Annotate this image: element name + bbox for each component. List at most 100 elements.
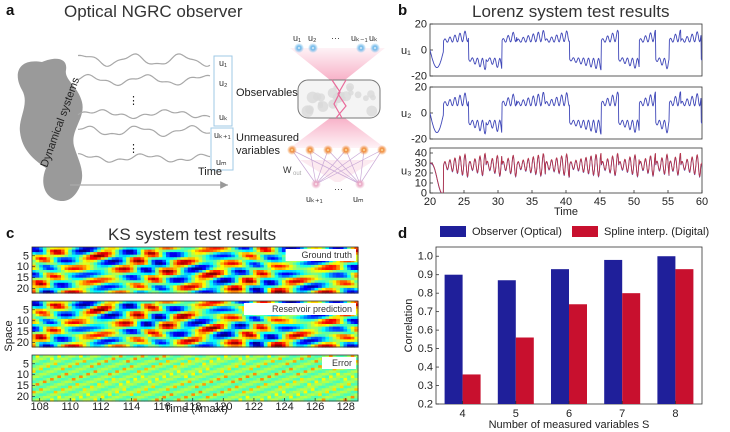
ks-cell bbox=[140, 290, 145, 294]
ks-cell bbox=[202, 331, 207, 335]
ks-cell bbox=[111, 301, 116, 305]
ks-cell bbox=[195, 398, 200, 402]
ks-cell bbox=[220, 267, 225, 271]
ks-cell bbox=[97, 355, 102, 359]
ks-cell bbox=[144, 313, 149, 317]
ks-cell bbox=[187, 383, 192, 387]
ks-cell bbox=[234, 331, 240, 335]
ks-cell bbox=[278, 316, 283, 320]
ks-cell bbox=[166, 275, 171, 279]
ks-cell bbox=[314, 388, 319, 392]
ks-cell bbox=[147, 378, 153, 382]
ks-cell bbox=[126, 318, 131, 323]
ks-cell bbox=[86, 282, 91, 286]
ks-cell bbox=[97, 262, 102, 266]
ks-cell bbox=[79, 378, 84, 382]
ks-cell bbox=[108, 290, 113, 294]
ks-cell bbox=[169, 264, 174, 269]
ks-cell bbox=[347, 262, 352, 266]
ks-cell bbox=[82, 395, 87, 400]
ks-cell bbox=[242, 390, 247, 394]
ks-cell bbox=[35, 367, 40, 371]
ks-cell bbox=[191, 249, 196, 253]
ks-cell bbox=[292, 277, 298, 281]
ks-cell bbox=[158, 390, 163, 394]
ks-cell bbox=[303, 360, 308, 364]
ks-cell bbox=[347, 264, 352, 269]
ks-cell bbox=[35, 277, 40, 281]
ks-cell bbox=[347, 259, 352, 263]
ks-cell bbox=[350, 336, 355, 340]
ks-cell bbox=[278, 326, 283, 330]
ks-cell bbox=[79, 326, 84, 330]
ks-cell bbox=[281, 275, 287, 279]
ks-cell bbox=[42, 270, 48, 274]
ks-cell bbox=[122, 321, 127, 325]
ks-cell bbox=[307, 324, 312, 328]
ks-cell bbox=[263, 267, 269, 271]
ks-cell bbox=[147, 318, 153, 323]
ks-cell bbox=[318, 383, 323, 387]
ks-cell bbox=[274, 388, 279, 392]
ks-cell bbox=[238, 321, 243, 325]
ks-cell bbox=[133, 264, 138, 269]
ks-cell bbox=[354, 277, 359, 281]
lorenz-series-u1 bbox=[430, 29, 702, 71]
ks-cell bbox=[289, 370, 294, 374]
ks-cell bbox=[227, 252, 232, 256]
ks-cell bbox=[285, 321, 290, 325]
ks-cell bbox=[97, 290, 102, 294]
ks-cell bbox=[245, 365, 250, 369]
ks-cell bbox=[151, 395, 156, 400]
ks-cell bbox=[104, 311, 109, 315]
ks-cell bbox=[133, 331, 138, 335]
ks-cell bbox=[93, 372, 98, 377]
ks-cell bbox=[50, 301, 55, 305]
ks-cell bbox=[173, 275, 178, 279]
ks-cell bbox=[137, 287, 142, 292]
ks-cell bbox=[245, 398, 250, 402]
ks-cell bbox=[310, 360, 316, 364]
ks-cell bbox=[126, 367, 131, 371]
ks-cell bbox=[242, 395, 247, 400]
ks-cell bbox=[354, 252, 359, 256]
ks-cell bbox=[93, 308, 98, 312]
ks-cell bbox=[147, 259, 153, 263]
ks-cell bbox=[115, 316, 120, 320]
ks-cell bbox=[329, 370, 334, 374]
ks-cell bbox=[89, 290, 95, 294]
ks-cell bbox=[216, 267, 221, 271]
ks-cell bbox=[213, 306, 218, 310]
ks-cell bbox=[111, 259, 116, 263]
ks-cell bbox=[50, 375, 55, 379]
reservoir-node bbox=[377, 145, 387, 155]
ks-cell bbox=[195, 272, 200, 276]
ks-cell bbox=[271, 336, 276, 340]
ks-cell bbox=[256, 375, 261, 379]
ks-cell bbox=[242, 375, 247, 379]
ks-cell bbox=[68, 357, 73, 361]
ks-cell bbox=[53, 282, 58, 286]
ks-cell bbox=[242, 262, 247, 266]
ks-cell bbox=[140, 334, 145, 338]
ks-cell bbox=[144, 275, 149, 279]
ks-cell bbox=[115, 334, 120, 338]
ks-cell bbox=[350, 264, 355, 269]
ks-cell bbox=[231, 385, 236, 389]
ks-cell bbox=[126, 311, 131, 315]
ks-cell bbox=[274, 370, 279, 374]
ks-cell bbox=[60, 326, 66, 330]
ks-cell bbox=[296, 267, 301, 271]
ks-cell bbox=[86, 311, 91, 315]
ks-cell bbox=[147, 344, 153, 348]
ks-cell bbox=[252, 357, 258, 361]
ks-cell bbox=[50, 398, 55, 402]
ks-cell bbox=[140, 285, 145, 289]
ks-cell bbox=[68, 324, 73, 328]
ks-cell bbox=[39, 267, 44, 271]
ks-cell bbox=[180, 355, 185, 359]
ks-cell bbox=[303, 287, 308, 292]
ks-cell bbox=[104, 282, 109, 286]
ks-cell bbox=[300, 370, 305, 374]
ks-cell bbox=[173, 303, 178, 307]
